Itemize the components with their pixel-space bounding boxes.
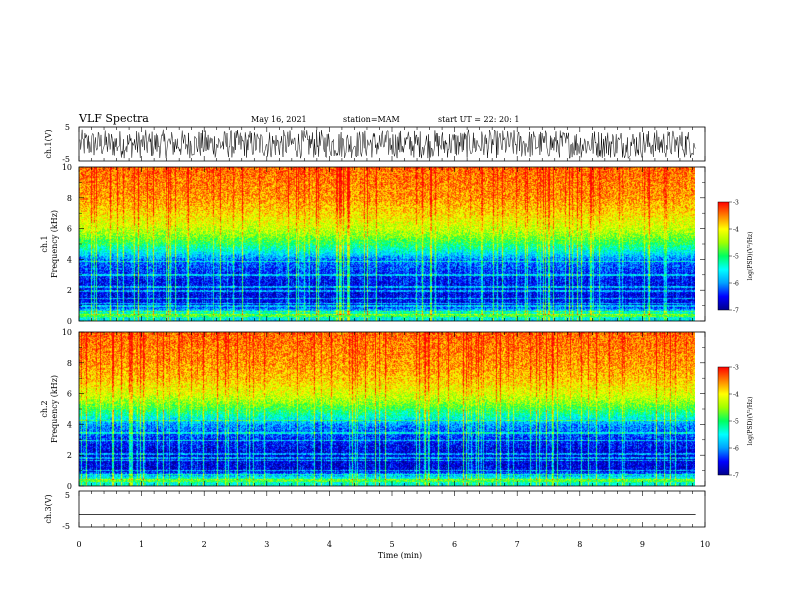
time-tick-label: 4 bbox=[327, 540, 332, 549]
colorbar-tick-label: -6 bbox=[733, 446, 739, 453]
ch3-ytick-5: 5 bbox=[65, 491, 70, 500]
ch1-waveform-panel: 5 -5 ch.1(V) bbox=[44, 123, 706, 164]
time-tick-label: 7 bbox=[515, 540, 520, 549]
colorbar-tick-label: -3 bbox=[733, 200, 739, 207]
station-label: station=MAM bbox=[343, 115, 400, 124]
date-label: May 16, 2021 bbox=[251, 115, 307, 124]
ch1-waveform-ticks bbox=[78, 127, 706, 161]
ch2-spectrogram-panel: 0 2 4 6 8 10 ch.2 Frequency (kHz) bbox=[40, 328, 706, 491]
freq-tick-label: 8 bbox=[67, 359, 72, 368]
colorbar-tick-label: -6 bbox=[733, 281, 739, 288]
freq-tick-label: 10 bbox=[62, 328, 72, 337]
time-axis-label: Time (min) bbox=[378, 551, 422, 560]
colorbar-tick-label: -7 bbox=[733, 473, 739, 480]
ch3-waveform-panel: 5 -5 ch.3(V) bbox=[44, 490, 706, 531]
ch1-waveform-trace bbox=[79, 129, 696, 159]
ch1-ytick-neg5: -5 bbox=[62, 155, 70, 164]
ch1-spectrogram-image bbox=[79, 167, 695, 321]
colorbar-2-ticks: -3 -4 -5 -6 -7 bbox=[729, 365, 739, 480]
time-tick-label: 2 bbox=[202, 540, 207, 549]
time-tick-label: 6 bbox=[452, 540, 457, 549]
freq-tick-label: 0 bbox=[67, 482, 72, 491]
ch1-spectrogram-panel: 0 2 4 6 8 10 ch.1 Frequency (kHz) bbox=[40, 163, 706, 326]
colorbar-2-label: log(PSD)(V²/Hz) bbox=[747, 397, 754, 446]
ch1-spectrogram-ylabel-line2: Frequency (kHz) bbox=[50, 210, 59, 278]
freq-tick-label: 4 bbox=[67, 420, 72, 429]
ch1-spectrogram-time-ticks bbox=[78, 167, 706, 321]
time-tick-label: 8 bbox=[577, 540, 582, 549]
freq-tick-label: 2 bbox=[67, 286, 72, 295]
ch1-ytick-5: 5 bbox=[65, 123, 70, 132]
freq-tick-label: 4 bbox=[67, 255, 72, 264]
freq-tick-label: 10 bbox=[62, 163, 72, 172]
time-tick-label: 1 bbox=[139, 540, 144, 549]
ch3-waveform-ylabel: ch.3(V) bbox=[44, 494, 53, 523]
time-axis-ticklabels: 0 1 2 3 4 5 6 7 8 9 10 bbox=[76, 540, 710, 549]
colorbar-1-gradient bbox=[717, 201, 730, 311]
colorbar-1-label: log(PSD)(V²/Hz) bbox=[747, 232, 754, 281]
colorbar-tick-label: -4 bbox=[733, 227, 739, 234]
time-tick-label: 10 bbox=[700, 540, 710, 549]
colorbar-2: -3 -4 -5 -6 -7 log(PSD)(V²/Hz) bbox=[717, 365, 754, 480]
ch3-waveform-frame bbox=[78, 490, 706, 528]
colorbar-2-gradient bbox=[717, 366, 730, 476]
colorbar-tick-label: -5 bbox=[733, 419, 739, 426]
ch1-waveform-ylabel: ch.1(V) bbox=[44, 129, 53, 158]
figure-title: VLF Spectra bbox=[78, 112, 149, 125]
ch1-freq-ticks: 0 2 4 6 8 10 bbox=[62, 163, 705, 326]
colorbar-tick-label: -4 bbox=[733, 392, 739, 399]
colorbar-1-ticks: -3 -4 -5 -6 -7 bbox=[729, 200, 739, 315]
ch1-spectrogram-ylabel-line1: ch.1 bbox=[40, 235, 49, 252]
freq-tick-label: 6 bbox=[67, 390, 72, 399]
freq-tick-label: 2 bbox=[67, 451, 72, 460]
start-time-label: start UT = 22: 20: 1 bbox=[438, 115, 519, 124]
freq-tick-label: 6 bbox=[67, 225, 72, 234]
ch2-spectrogram-time-ticks bbox=[78, 332, 706, 486]
ch3-waveform-ticks bbox=[78, 491, 706, 527]
time-tick-label: 0 bbox=[76, 540, 81, 549]
colorbar-tick-label: -3 bbox=[733, 365, 739, 372]
ch2-freq-ticks: 0 2 4 6 8 10 bbox=[62, 328, 705, 491]
ch2-spectrogram-ylabel-line2: Frequency (kHz) bbox=[50, 375, 59, 443]
freq-tick-label: 8 bbox=[67, 194, 72, 203]
time-tick-label: 5 bbox=[389, 540, 394, 549]
colorbar-1: -3 -4 -5 -6 -7 log(PSD)(V²/Hz) bbox=[717, 200, 754, 315]
colorbar-tick-label: -5 bbox=[733, 254, 739, 261]
time-tick-label: 3 bbox=[264, 540, 269, 549]
ch2-spectrogram-ylabel-line1: ch.2 bbox=[40, 400, 49, 417]
colorbar-tick-label: -7 bbox=[733, 308, 739, 315]
ch3-ytick-neg5: -5 bbox=[62, 522, 70, 531]
ch2-spectrogram-image bbox=[79, 332, 695, 486]
freq-tick-label: 0 bbox=[67, 317, 72, 326]
time-tick-label: 9 bbox=[640, 540, 645, 549]
